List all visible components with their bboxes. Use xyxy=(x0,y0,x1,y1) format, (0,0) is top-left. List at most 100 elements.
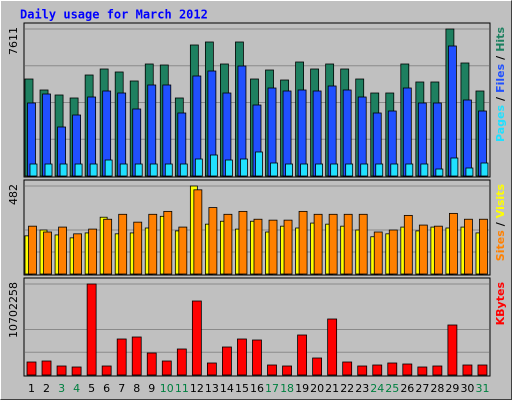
bar xyxy=(387,362,398,376)
bar xyxy=(147,84,157,177)
legend-separator: / xyxy=(494,55,507,60)
x-tick-label: 15 xyxy=(235,382,249,395)
bar xyxy=(194,158,203,177)
x-tick-label: 25 xyxy=(385,382,399,395)
bar xyxy=(372,364,383,376)
bar xyxy=(342,361,353,376)
x-tick-label: 4 xyxy=(73,382,80,395)
bar xyxy=(420,163,429,177)
legend-entry: Pages xyxy=(494,104,507,142)
bar xyxy=(313,213,323,275)
x-tick-label: 17 xyxy=(265,382,279,395)
bar xyxy=(388,229,398,275)
x-tick-label: 31 xyxy=(475,382,489,395)
x-tick-label: 10 xyxy=(160,382,174,395)
bar xyxy=(298,210,308,275)
y-tick-label: 482 xyxy=(7,184,20,205)
x-tick-label: 22 xyxy=(340,382,354,395)
bar xyxy=(117,92,127,177)
legend-entry: Sites xyxy=(494,230,507,261)
chart-title: Daily usage for March 2012 xyxy=(20,8,208,22)
x-tick-label: 28 xyxy=(430,382,444,395)
bar xyxy=(255,151,263,177)
x-tick-label: 19 xyxy=(295,382,309,395)
bar xyxy=(253,218,263,275)
bar xyxy=(435,168,444,177)
bar xyxy=(283,219,293,275)
x-tick-label: 6 xyxy=(103,382,110,395)
bar xyxy=(206,362,217,376)
bar xyxy=(222,346,232,376)
bar xyxy=(417,366,428,376)
legend-entry: Files xyxy=(494,63,507,93)
bar xyxy=(447,324,458,376)
bar xyxy=(300,163,308,177)
bar xyxy=(432,365,443,376)
bar xyxy=(225,159,233,177)
bar xyxy=(252,339,262,376)
bar xyxy=(268,219,278,275)
y-tick-label: 10702258 xyxy=(7,282,20,338)
bar xyxy=(432,102,442,177)
bar xyxy=(403,214,413,275)
bar xyxy=(176,348,187,376)
x-tick-label: 12 xyxy=(190,382,204,395)
bar xyxy=(88,228,98,275)
x-tick-label: 24 xyxy=(370,382,384,395)
x-tick-label: 9 xyxy=(148,382,155,395)
x-tick-label: 27 xyxy=(415,382,429,395)
bar xyxy=(479,218,488,275)
x-tick-label: 20 xyxy=(310,382,324,395)
x-tick-label: 21 xyxy=(325,382,339,395)
bar xyxy=(240,158,248,177)
bar xyxy=(345,163,354,177)
bar xyxy=(327,318,338,376)
bar xyxy=(58,226,67,275)
x-tick-label: 13 xyxy=(205,382,219,395)
bar xyxy=(134,163,143,177)
bar xyxy=(56,365,67,376)
bar xyxy=(119,163,128,177)
bar xyxy=(149,163,158,177)
bar xyxy=(312,357,323,376)
bar xyxy=(101,365,112,376)
legend-entry: Visits xyxy=(494,184,507,219)
bar xyxy=(449,212,458,275)
bar xyxy=(133,221,143,275)
bar xyxy=(448,45,457,177)
legend: Pages / Files / Hits xyxy=(494,27,507,142)
bar xyxy=(327,85,337,177)
bar xyxy=(285,163,293,177)
legend: Sites / Visits xyxy=(494,184,507,262)
bar xyxy=(402,363,413,376)
x-tick-label: 16 xyxy=(250,382,264,395)
bar xyxy=(330,163,339,177)
x-tick-label: 5 xyxy=(88,382,95,395)
bar xyxy=(146,352,157,376)
bar xyxy=(358,213,368,275)
bar xyxy=(343,213,353,275)
bar xyxy=(161,360,172,376)
bar xyxy=(465,167,474,177)
bar xyxy=(282,365,292,376)
x-tick-label: 23 xyxy=(355,382,369,395)
bar xyxy=(179,163,188,177)
x-tick-label: 7 xyxy=(118,382,125,395)
bar xyxy=(164,163,173,177)
x-tick-label: 29 xyxy=(445,382,459,395)
bar xyxy=(342,89,352,177)
bar xyxy=(116,338,127,376)
bar xyxy=(450,157,459,177)
bar xyxy=(270,162,278,177)
bar xyxy=(104,159,113,177)
bar xyxy=(360,163,369,177)
legend-entry: KBytes xyxy=(494,282,507,326)
bar xyxy=(282,90,292,177)
bar xyxy=(71,366,82,376)
bar xyxy=(357,365,368,376)
legend-separator: / xyxy=(494,96,507,101)
bar xyxy=(131,336,142,376)
bar xyxy=(463,99,472,177)
bar xyxy=(193,189,203,275)
